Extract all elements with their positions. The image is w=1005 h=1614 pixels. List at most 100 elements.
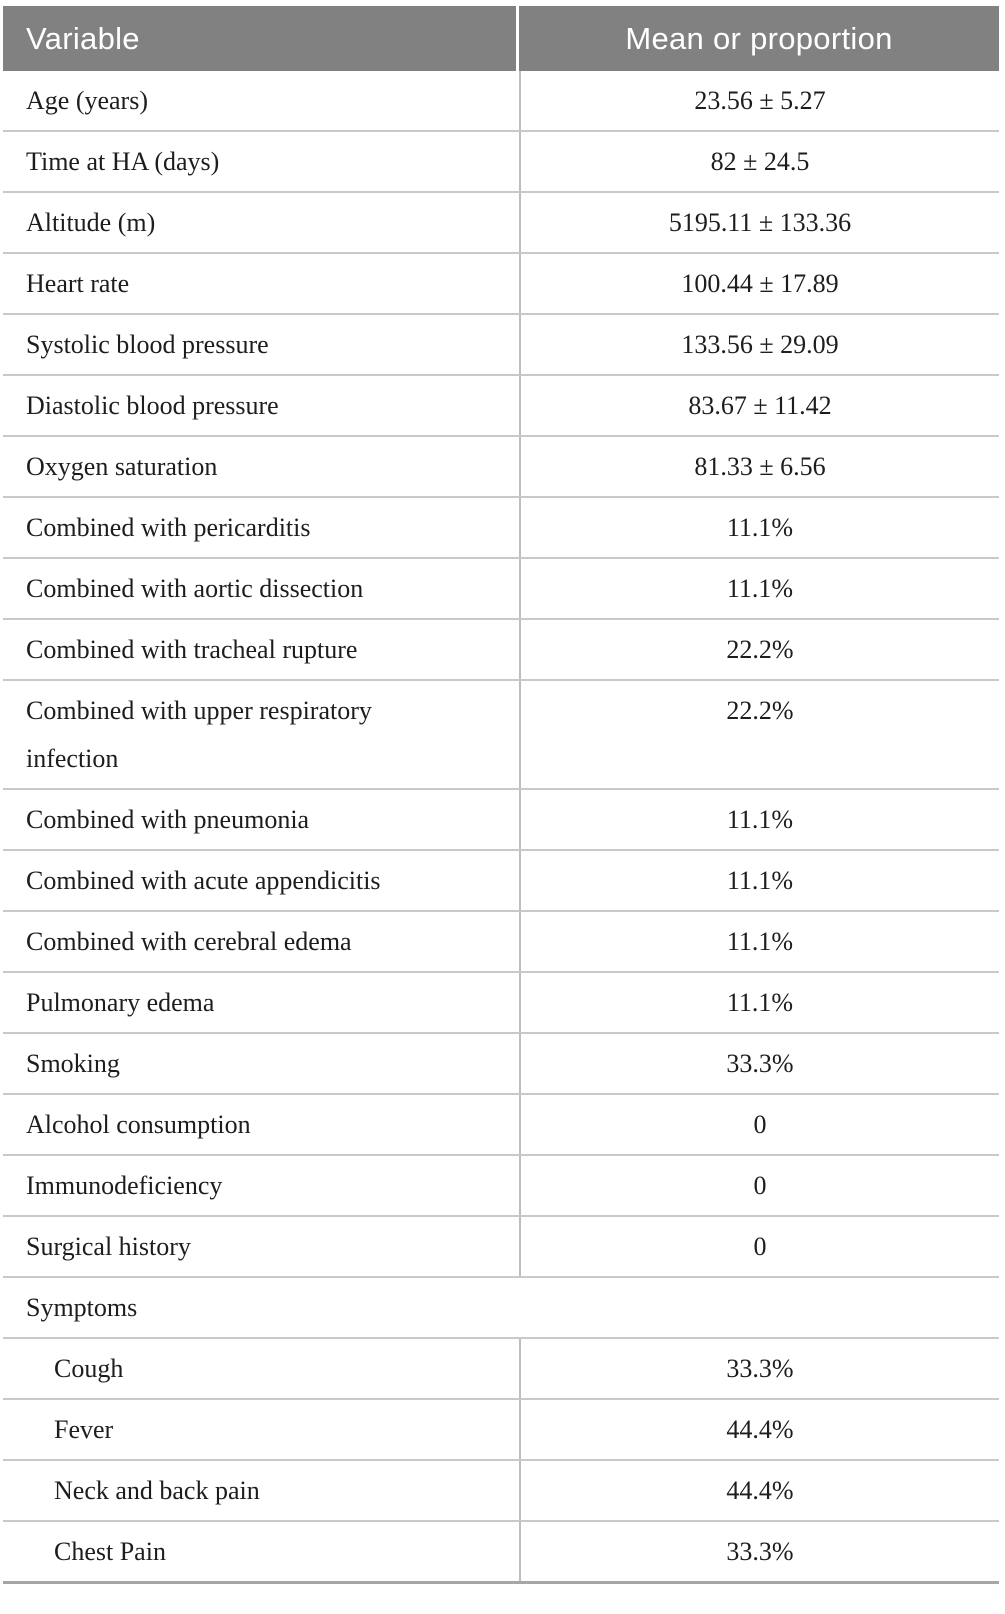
table-row-18: Surgical history 0 xyxy=(3,1217,999,1278)
row-label: Pulmonary edema xyxy=(3,973,519,1032)
row-label: Systolic blood pressure xyxy=(3,315,519,374)
row-value: 11.1% xyxy=(519,851,999,910)
row-value: 5195.11 ± 133.36 xyxy=(519,193,999,252)
table-row-10: Combined with upper respiratory infectio… xyxy=(3,681,999,790)
table-row-14: Pulmonary edema 11.1% xyxy=(3,973,999,1034)
row-label: Fever xyxy=(3,1400,519,1459)
row-label: Combined with pericarditis xyxy=(3,498,519,557)
row-label-text: Time at HA (days) xyxy=(26,147,220,176)
row-label-text: Combined with acute appendicitis xyxy=(26,866,381,895)
header-cell-variable: Variable xyxy=(3,6,516,71)
header-cell-mean-or-proportion: Mean or proportion xyxy=(519,6,999,71)
table-row-22: Neck and back pain 44.4% xyxy=(3,1461,999,1522)
row-value: 11.1% xyxy=(519,790,999,849)
row-value: 11.1% xyxy=(519,498,999,557)
table-row-13: Combined with cerebral edema 11.1% xyxy=(3,912,999,973)
row-label-text: Smoking xyxy=(26,1049,120,1078)
table-row-23: Chest Pain 33.3% xyxy=(3,1522,999,1581)
row-value: 83.67 ± 11.42 xyxy=(519,376,999,435)
row-value: 33.3% xyxy=(519,1034,999,1093)
row-label: Combined with upper respiratory infectio… xyxy=(3,681,519,788)
row-label-text: Combined with pericarditis xyxy=(26,513,311,542)
row-label: Surgical history xyxy=(3,1217,519,1276)
table-row-16: Alcohol consumption 0 xyxy=(3,1095,999,1156)
row-value: 81.33 ± 6.56 xyxy=(519,437,999,496)
row-label-text: Combined with pneumonia xyxy=(26,805,310,834)
table-row-3: Heart rate 100.44 ± 17.89 xyxy=(3,254,999,315)
row-value: 133.56 ± 29.09 xyxy=(519,315,999,374)
row-label: Diastolic blood pressure xyxy=(3,376,519,435)
table-row-11: Combined with pneumonia 11.1% xyxy=(3,790,999,851)
row-label: Combined with tracheal rupture xyxy=(3,620,519,679)
row-value: 0 xyxy=(519,1156,999,1215)
table-row-21: Fever 44.4% xyxy=(3,1400,999,1461)
row-label-text: Altitude (m) xyxy=(26,208,156,237)
row-label-text: Heart rate xyxy=(26,269,130,298)
row-value: 0 xyxy=(519,1217,999,1276)
row-value: 0 xyxy=(519,1095,999,1154)
row-label-text: Alcohol consumption xyxy=(26,1110,251,1139)
table-row-7: Combined with pericarditis 11.1% xyxy=(3,498,999,559)
table-row-17: Immunodeficiency 0 xyxy=(3,1156,999,1217)
row-label-text: Immunodeficiency xyxy=(26,1171,223,1200)
table-row-12: Combined with acute appendicitis 11.1% xyxy=(3,851,999,912)
row-label-text: Cough xyxy=(54,1354,124,1383)
row-value: 44.4% xyxy=(519,1461,999,1520)
row-label-text: Chest Pain xyxy=(54,1537,166,1566)
row-label: Cough xyxy=(3,1339,519,1398)
row-value: 11.1% xyxy=(519,973,999,1032)
table-body: Age (years) 23.56 ± 5.27 Time at HA (day… xyxy=(3,71,999,1584)
row-label-text: Neck and back pain xyxy=(54,1476,260,1505)
table-row-1: Time at HA (days) 82 ± 24.5 xyxy=(3,132,999,193)
row-value: 33.3% xyxy=(519,1522,999,1581)
row-value: 11.1% xyxy=(519,559,999,618)
table-row-8: Combined with aortic dissection 11.1% xyxy=(3,559,999,620)
table-row-6: Oxygen saturation 81.33 ± 6.56 xyxy=(3,437,999,498)
row-value: 82 ± 24.5 xyxy=(519,132,999,191)
row-label: Immunodeficiency xyxy=(3,1156,519,1215)
row-value: 44.4% xyxy=(519,1400,999,1459)
table-row-4: Systolic blood pressure 133.56 ± 29.09 xyxy=(3,315,999,376)
row-label-text: Pulmonary edema xyxy=(26,988,215,1017)
row-label: Smoking xyxy=(3,1034,519,1093)
row-value: 100.44 ± 17.89 xyxy=(519,254,999,313)
section-row-19: Symptoms xyxy=(3,1278,999,1339)
row-label-text: Symptoms xyxy=(26,1293,138,1322)
row-label-text: Oxygen saturation xyxy=(26,452,218,481)
row-label-text: Combined with cerebral edema xyxy=(26,927,352,956)
table-row-15: Smoking 33.3% xyxy=(3,1034,999,1095)
row-label: Age (years) xyxy=(3,71,519,130)
row-label: Combined with cerebral edema xyxy=(3,912,519,971)
row-label-text: Combined with tracheal rupture xyxy=(26,635,358,664)
row-label: Alcohol consumption xyxy=(3,1095,519,1154)
table-row-0: Age (years) 23.56 ± 5.27 xyxy=(3,71,999,132)
row-label-text: Diastolic blood pressure xyxy=(26,391,279,420)
row-label: Combined with acute appendicitis xyxy=(3,851,519,910)
table-row-5: Diastolic blood pressure 83.67 ± 11.42 xyxy=(3,376,999,437)
row-label: Altitude (m) xyxy=(3,193,519,252)
row-value: 23.56 ± 5.27 xyxy=(519,71,999,130)
table-header-row: Variable Mean or proportion xyxy=(3,6,999,71)
table-row-20: Cough 33.3% xyxy=(3,1339,999,1400)
table-row-9: Combined with tracheal rupture 22.2% xyxy=(3,620,999,681)
row-label: Chest Pain xyxy=(3,1522,519,1581)
summary-table: Variable Mean or proportion Age (years) … xyxy=(3,6,999,1584)
row-label: Combined with aortic dissection xyxy=(3,559,519,618)
row-label: Time at HA (days) xyxy=(3,132,519,191)
row-value: 11.1% xyxy=(519,912,999,971)
row-label-text: Age (years) xyxy=(26,86,148,115)
row-value: 22.2% xyxy=(519,681,999,788)
row-value: 33.3% xyxy=(519,1339,999,1398)
row-label-text: Fever xyxy=(54,1415,114,1444)
row-label: Combined with pneumonia xyxy=(3,790,519,849)
row-label-text: Surgical history xyxy=(26,1232,191,1261)
row-value: 22.2% xyxy=(519,620,999,679)
row-label-text: Combined with aortic dissection xyxy=(26,574,364,603)
table-row-2: Altitude (m) 5195.11 ± 133.36 xyxy=(3,193,999,254)
row-label: Neck and back pain xyxy=(3,1461,519,1520)
row-label-text: Systolic blood pressure xyxy=(26,330,269,359)
row-label: Oxygen saturation xyxy=(3,437,519,496)
row-label: Heart rate xyxy=(3,254,519,313)
row-label: Symptoms xyxy=(3,1278,999,1337)
row-label-text: Combined with upper respiratory infectio… xyxy=(26,696,372,773)
